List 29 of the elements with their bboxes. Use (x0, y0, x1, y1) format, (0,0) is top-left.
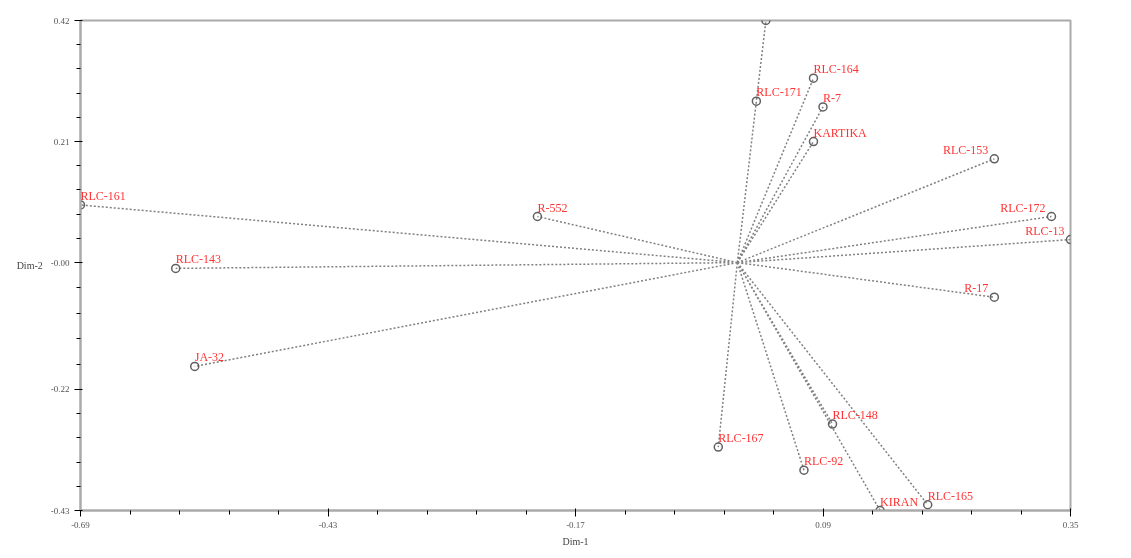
y-tick-label: -0.22 (50, 384, 70, 395)
annotation: RLC-172 (1000, 200, 1046, 215)
annotation: RLC-92 (803, 454, 844, 469)
x-tick-label: -0.17 (566, 519, 586, 530)
annotation: JA-32 (194, 350, 225, 365)
y-tick-label: -0.00 (50, 257, 70, 268)
x-tick-label: 0.09 (815, 519, 832, 530)
y-tick-label: 0.42 (53, 15, 70, 26)
annotation: RLC-167 (718, 431, 764, 446)
annotation: R-17 (964, 281, 989, 296)
x-tick-label: -0.69 (71, 519, 91, 530)
annotation: R-7 (823, 90, 841, 105)
annotation: RLC-143 (175, 252, 222, 267)
annotation: RLC-164 (813, 62, 859, 77)
annotation: RLC-165 (927, 488, 974, 503)
x-tick-label: 0.35 (1062, 519, 1079, 530)
x-axis-title: Dim-1 (562, 535, 589, 547)
annotation: RLC-148 (832, 408, 878, 423)
y-tick-label: -0.43 (50, 505, 70, 516)
y-axis-title: Dim-2 (16, 260, 43, 271)
annotation: R-552 (537, 200, 568, 215)
annotation: RLC-13 (1025, 223, 1065, 238)
annotation: RLC-153 (943, 142, 989, 157)
annotation: KIRAN (880, 494, 919, 509)
annotation: KARTIKA (813, 125, 868, 140)
annotation: RLC-161 (80, 188, 126, 203)
annotation: RLC-171 (756, 85, 802, 100)
y-tick-label: 0.21 (53, 136, 70, 147)
x-tick-label: -0.43 (318, 519, 338, 530)
